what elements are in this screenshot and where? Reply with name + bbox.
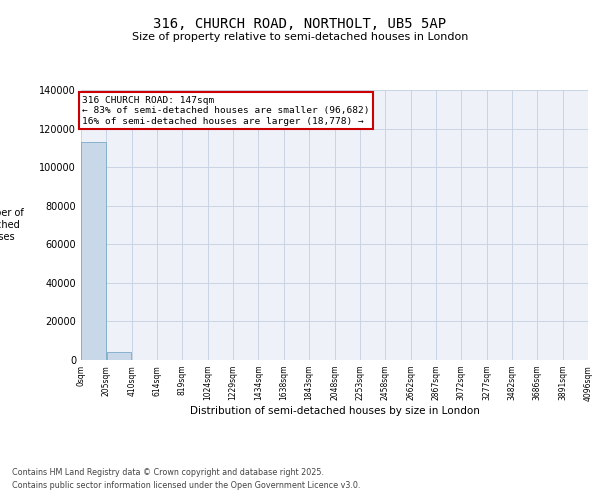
Y-axis label: Number of
detached
houses: Number of detached houses [0,208,23,242]
Text: Contains HM Land Registry data © Crown copyright and database right 2025.: Contains HM Land Registry data © Crown c… [12,468,324,477]
Bar [82,142,106,360]
Text: Size of property relative to semi-detached houses in London: Size of property relative to semi-detach… [132,32,468,42]
Text: 316, CHURCH ROAD, NORTHOLT, UB5 5AP: 316, CHURCH ROAD, NORTHOLT, UB5 5AP [154,18,446,32]
Text: 316 CHURCH ROAD: 147sqm
← 83% of semi-detached houses are smaller (96,682)
16% o: 316 CHURCH ROAD: 147sqm ← 83% of semi-de… [82,96,370,126]
Bar [107,352,131,360]
X-axis label: Distribution of semi-detached houses by size in London: Distribution of semi-detached houses by … [190,406,479,416]
Text: Contains public sector information licensed under the Open Government Licence v3: Contains public sector information licen… [12,480,361,490]
